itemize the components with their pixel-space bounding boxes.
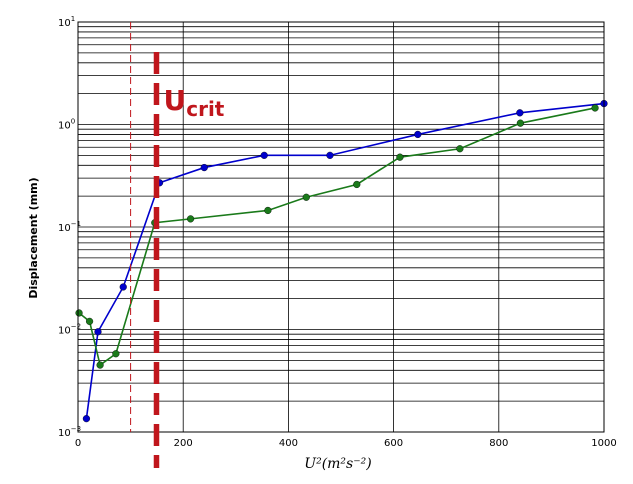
series-layer (75, 99, 608, 423)
x-tick-label: 600 (384, 438, 403, 449)
x-tick-label: 400 (279, 438, 298, 449)
x-tick-label: 200 (174, 438, 193, 449)
x-tick-label: 0 (75, 438, 81, 449)
series-2-point (302, 193, 310, 201)
y-tick-label: 101 (58, 15, 75, 29)
series-1-point (94, 328, 102, 336)
x-tick-label: 1000 (591, 438, 616, 449)
series-1-point (200, 163, 208, 172)
grid-lines (77, 22, 605, 433)
y-tick-exponent: 0 (71, 118, 75, 126)
y-tick-label: 100 (58, 118, 75, 132)
y-tick-exponent: 1 (71, 15, 75, 23)
series-2-point (85, 317, 94, 325)
series-2-point (264, 206, 272, 215)
series-1-point (326, 151, 334, 159)
y-axis-label: Displacement (mm) (27, 177, 40, 298)
y-tick-exponent: −2 (71, 323, 81, 331)
series-1-point (516, 109, 524, 117)
series-2-point (353, 180, 361, 189)
y-tick-exponent: −1 (71, 220, 81, 228)
series-1-point (119, 283, 127, 291)
series-2-point (186, 215, 195, 223)
series-2-point (396, 153, 404, 161)
series-1-point (414, 130, 422, 139)
y-tick-exponent: −3 (71, 425, 81, 433)
series-2-point (112, 350, 120, 358)
series-2-point (75, 309, 83, 317)
series-1-point (82, 415, 91, 423)
x-tick-labels: 0 200 400 600 800 1000 (75, 438, 617, 449)
series-1-point (260, 151, 268, 159)
series-2-point (96, 361, 104, 369)
plot-frame (77, 21, 605, 433)
x-axis-label: U²(m²s⁻²) (304, 456, 371, 472)
u-crit-subscript: crit (186, 97, 225, 121)
u-crit-label: Ucrit (163, 84, 224, 121)
x-tick-label: 800 (489, 438, 508, 449)
y-tick-label: 10−3 (58, 425, 81, 439)
plot-border (77, 21, 605, 433)
series-2-point (591, 104, 599, 112)
series-2-point (516, 119, 524, 127)
series-2-point (456, 145, 464, 153)
series-1-line (85, 102, 605, 419)
